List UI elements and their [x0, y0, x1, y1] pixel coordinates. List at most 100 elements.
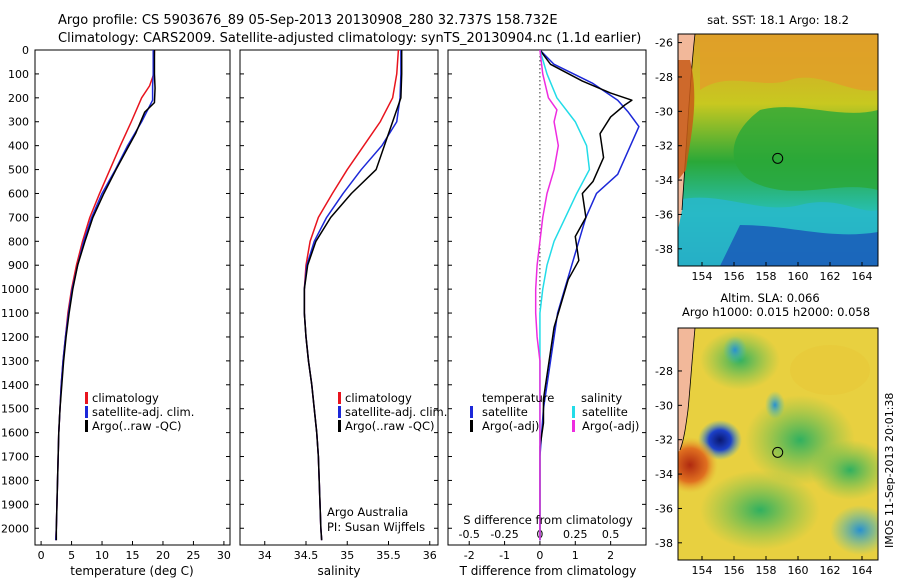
sla-map-title-line-1: Altim. SLA: 0.066 [720, 291, 819, 305]
x-tick-label: 35.5 [376, 549, 401, 562]
lat-tick-label: -36 [655, 502, 673, 515]
lat-tick-label: -30 [655, 105, 673, 118]
lat-tick-label: -28 [655, 365, 673, 378]
depth-tick-label: 700 [8, 211, 29, 224]
sst-map-panel: sat. SST: 18.1 Argo: 18.2 154 156 158 160 16… [655, 13, 879, 283]
legend-label-climatology: climatology [345, 391, 412, 405]
sst-map-frame [677, 33, 879, 267]
temperature-axis-ticks: 0 5 10 15 20 25 30 [38, 541, 231, 562]
lat-tick-label: -28 [655, 71, 673, 84]
s-tick-label: -0.5 [458, 528, 479, 541]
x-tick-label: 25 [186, 549, 200, 562]
x-tick-label: 10 [95, 549, 109, 562]
lon-tick-label: 158 [756, 270, 777, 283]
legend-swatch-s-satellite [572, 406, 575, 418]
x-tick-label: 34 [258, 549, 272, 562]
x-tick-label: 30 [217, 549, 231, 562]
legend-label-argo: Argo(..raw -QC) [345, 419, 435, 433]
depth-tick-label: 1600 [1, 427, 29, 440]
s-tick-label: -0.25 [490, 528, 518, 541]
salinity-axes-frame [239, 49, 439, 546]
legend-label-satellite: satellite-adj. clim. [345, 405, 447, 419]
legend-swatch-t-satellite [470, 406, 473, 418]
lat-tick-label: -32 [655, 434, 673, 447]
sla-map-panel: Altim. SLA: 0.066 Argo h1000: 0.015 h200… [655, 291, 879, 577]
lat-tick-label: -30 [655, 399, 673, 412]
sst-map-title: sat. SST: 18.1 Argo: 18.2 [707, 13, 849, 27]
header-line-2: Climatology: CARS2009. Satellite-adjuste… [58, 31, 641, 46]
depth-tick-label: 0 [22, 44, 29, 57]
series-line-2 [55, 50, 156, 541]
legend-label-s-argo: Argo(-adj) [582, 419, 639, 433]
lon-tick-label: 160 [788, 564, 809, 577]
sla-map-axis-ticks: 154 156 158 160 162 164 -28 -30 -32 -34 -36 -38 [655, 365, 872, 577]
x-tick-label: 1 [572, 549, 579, 562]
depth-tick-label: 300 [8, 116, 29, 129]
depth-tick-label: 1100 [1, 307, 29, 320]
lon-tick-label: 158 [756, 564, 777, 577]
depth-tick-label: 1800 [1, 474, 29, 487]
difference-panel: -2 -1 0 1 2-0.5 -0.25 0 0.25 0.5 S difference fr… [447, 49, 647, 578]
legend-title-temperature: temperature [482, 391, 554, 405]
depth-tick-label: 1000 [1, 283, 29, 296]
lat-tick-label: -34 [655, 468, 673, 481]
legend-label-t-argo: Argo(-adj) [482, 419, 539, 433]
lon-tick-label: 154 [692, 564, 713, 577]
imos-timestamp: IMOS 11-Sep-2013 20:01:38 [883, 393, 896, 548]
legend-swatch-t-argo [470, 420, 473, 432]
x-tick-label: 35 [340, 549, 354, 562]
lon-tick-label: 164 [852, 270, 873, 283]
legend-label-satellite: satellite-adj. clim. [92, 405, 194, 419]
annotation-argo-australia: Argo Australia [327, 505, 408, 519]
legend-label-argo: Argo(..raw -QC) [92, 419, 182, 433]
depth-tick-label: 1900 [1, 498, 29, 511]
lat-tick-label: -36 [655, 208, 673, 221]
difference-xlabel-top: S difference from climatology [463, 513, 633, 527]
lon-tick-label: 160 [788, 270, 809, 283]
lon-tick-label: 156 [724, 270, 745, 283]
salinity-panel: 34 34.5 35 35.5 36 salinity climatology sate… [239, 49, 447, 578]
lon-tick-label: 164 [852, 564, 873, 577]
depth-tick-label: 600 [8, 187, 29, 200]
difference-legend: temperature satellite Argo(-adj) salinit… [470, 391, 639, 433]
x-tick-label: 5 [68, 549, 75, 562]
x-tick-label: 34.5 [294, 549, 319, 562]
difference-xlabel: T difference from climatology [459, 564, 637, 578]
depth-tick-label: 1400 [1, 379, 29, 392]
series-line-3 [534, 50, 560, 541]
legend-title-salinity: salinity [581, 391, 622, 405]
x-tick-label: 36 [423, 549, 437, 562]
x-tick-label: 0 [536, 549, 543, 562]
argo-float-marker [772, 152, 784, 164]
lat-tick-label: -32 [655, 140, 673, 153]
depth-tick-label: 500 [8, 164, 29, 177]
depth-tick-label: 1700 [1, 451, 29, 464]
x-tick-label: 2 [607, 549, 614, 562]
difference-axes-frame [447, 49, 647, 546]
lon-tick-label: 162 [820, 564, 841, 577]
legend-swatch-satellite [338, 406, 341, 418]
lon-tick-label: 154 [692, 270, 713, 283]
temperature-axes-frame [34, 49, 231, 546]
x-tick-label: 15 [126, 549, 140, 562]
lat-tick-label: -38 [655, 537, 673, 550]
temperature-series [54, 50, 156, 541]
legend-swatch-argo [85, 420, 88, 432]
salinity-xlabel: salinity [317, 564, 360, 578]
temperature-panel: 0100200300400500600700800900100011001200… [1, 44, 231, 578]
salinity-series [303, 50, 403, 541]
depth-tick-label: 400 [8, 140, 29, 153]
sla-map-image [678, 328, 878, 560]
x-tick-label: 20 [156, 549, 170, 562]
depth-tick-label: 100 [8, 68, 29, 81]
sla-map-frame [677, 327, 879, 561]
depth-tick-label: 1300 [1, 355, 29, 368]
series-line-2 [303, 50, 403, 541]
sst-map-image [678, 34, 878, 266]
s-tick-label: 0.5 [602, 528, 620, 541]
legend-label-s-satellite: satellite [582, 405, 628, 419]
x-tick-label: 0 [38, 549, 45, 562]
legend-label-climatology: climatology [92, 391, 159, 405]
depth-tick-label: 1200 [1, 331, 29, 344]
depth-tick-label: 900 [8, 259, 29, 272]
